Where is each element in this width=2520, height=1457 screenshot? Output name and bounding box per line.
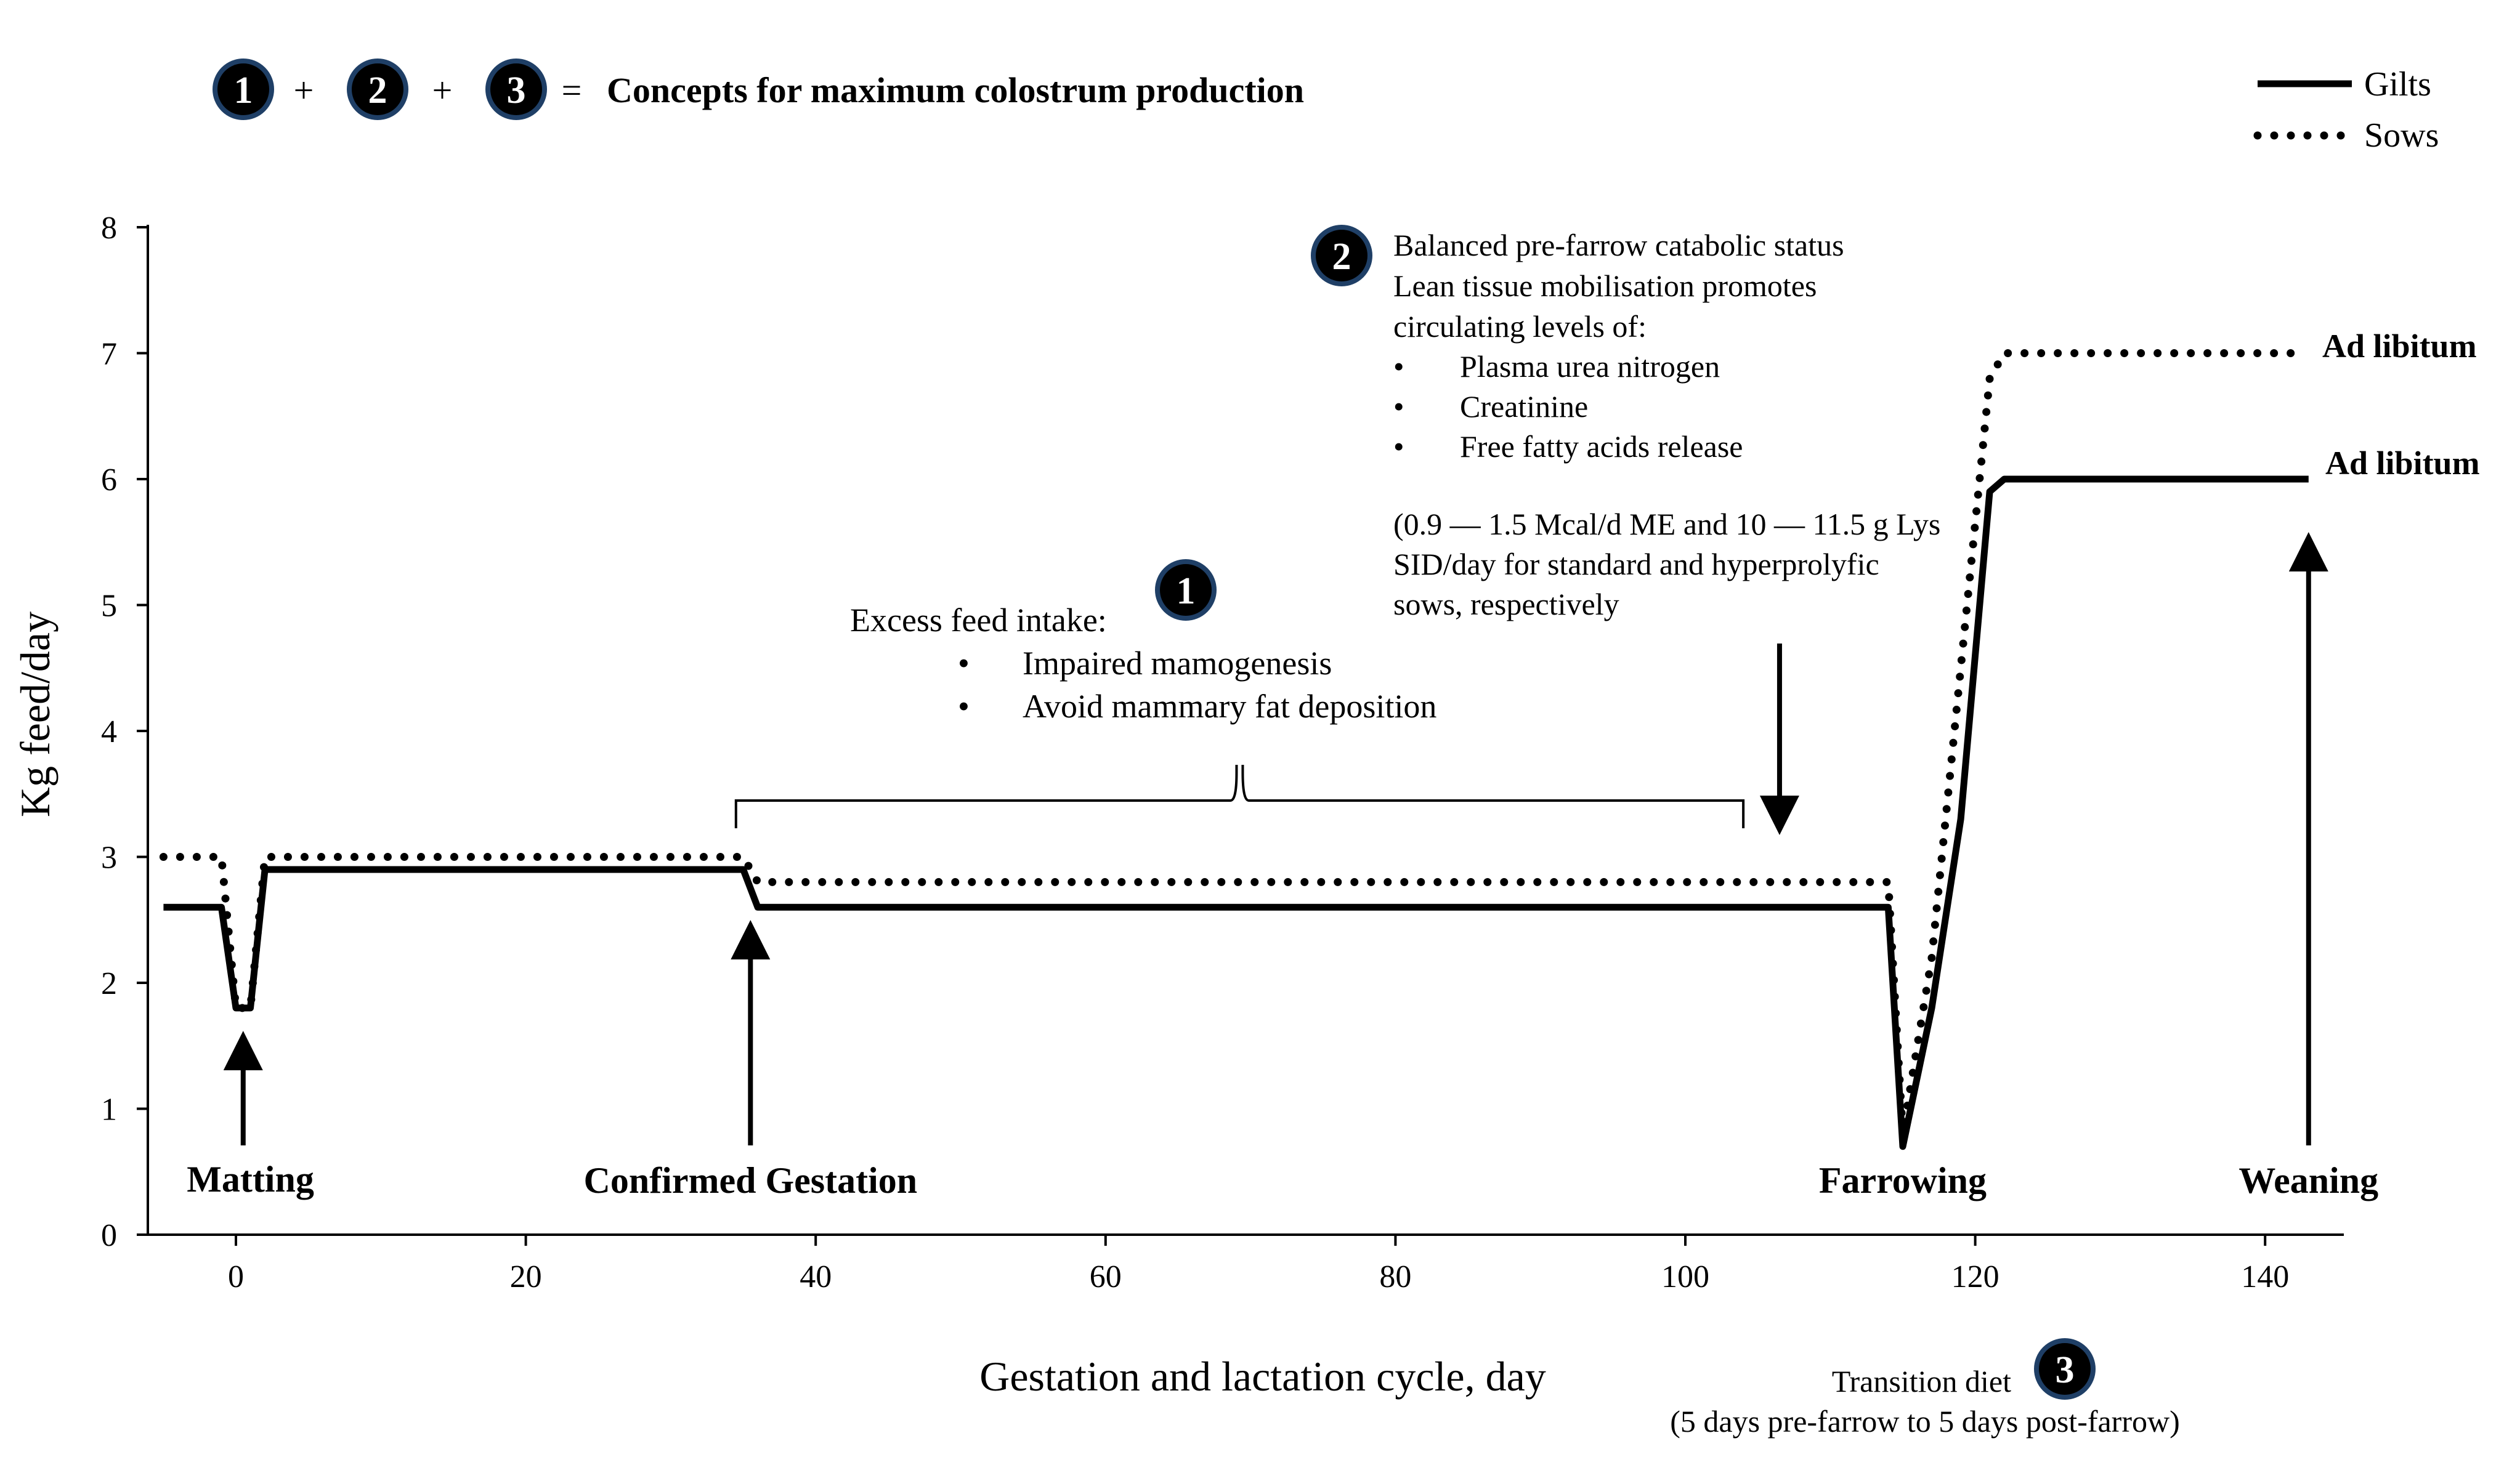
catabolic-bullet-1-dot: • — [1393, 349, 1404, 384]
annotation-badge-2-text: 2 — [1332, 236, 1351, 278]
plus-1: + — [294, 70, 314, 110]
catabolic-note-3: sows, respectively — [1393, 587, 1619, 621]
catabolic-bullet-3-dot: • — [1393, 429, 1404, 464]
x-tick-label: 80 — [1379, 1259, 1411, 1294]
legend: Gilts Sows — [2253, 65, 2439, 155]
excess-bullet-2: Avoid mammary fat deposition — [1023, 688, 1436, 725]
badge-2-circle — [347, 59, 408, 120]
x-ticks: 0 20 40 60 80 100 120 140 — [228, 1235, 2289, 1294]
header: 1 + 2 + 3 = Concepts for maximum colostr… — [213, 59, 1304, 120]
y-axis-title: Kg feed/day — [12, 611, 59, 817]
y-tick-label: 5 — [101, 589, 117, 624]
badge-1-text: 1 — [234, 70, 253, 111]
excess-bullet-1-dot: • — [958, 645, 970, 682]
y-tick-label: 4 — [101, 714, 117, 749]
x-tick-label: 100 — [1661, 1259, 1709, 1294]
transition-subtitle: (5 days pre-farrow to 5 days post-farrow… — [1670, 1404, 2180, 1439]
annotation-badge-3-circle — [2034, 1338, 2096, 1400]
y-tick-label: 8 — [101, 211, 117, 246]
y-tick-label: 7 — [101, 337, 117, 372]
x-axis-title: Gestation and lactation cycle, day — [979, 1353, 1546, 1400]
weaning-label: Weaning — [2238, 1160, 2378, 1201]
excess-intake-annotation: 1 Excess feed intake: • Impaired mamogen… — [850, 559, 1436, 725]
headline-title: Concepts for maximum colostrum productio… — [607, 70, 1304, 110]
x-tick-label: 0 — [228, 1259, 244, 1294]
excess-bullet-1: Impaired mamogenesis — [1023, 645, 1332, 682]
annotation-badge-3-text: 3 — [2056, 1349, 2075, 1391]
excess-intake-bracket — [734, 765, 1745, 828]
series-sows-line — [159, 349, 2298, 1138]
x-tick-label: 120 — [1951, 1259, 1999, 1294]
badge-2-text: 2 — [368, 70, 387, 111]
x-tick-label: 60 — [1090, 1259, 1122, 1294]
transition-annotation: Transition diet 3 (5 days pre-farrow to … — [1670, 1338, 2180, 1439]
ad-libitum-gilts-label: Ad libitum — [2325, 445, 2480, 482]
x-tick-label: 140 — [2241, 1259, 2289, 1294]
badge-3-circle — [485, 59, 547, 120]
catabolic-line-3: circulating levels of: — [1393, 309, 1647, 344]
catabolic-annotation: 2 Balanced pre-farrow catabolic status L… — [1311, 225, 1940, 621]
plus-2: + — [432, 70, 453, 110]
transition-title: Transition diet — [1832, 1364, 2011, 1398]
legend-gilts-label: Gilts — [2364, 65, 2431, 103]
x-tick-label: 40 — [800, 1259, 832, 1294]
y-tick-label: 0 — [101, 1218, 117, 1253]
confirmed-gestation-label: Confirmed Gestation — [584, 1160, 918, 1201]
y-tick-label: 2 — [101, 966, 117, 1001]
catabolic-line-1: Balanced pre-farrow catabolic status — [1393, 228, 1844, 262]
annotation-badge-1-text: 1 — [1177, 570, 1196, 612]
catabolic-bullet-1: Plasma urea nitrogen — [1460, 349, 1720, 384]
matting-label: Matting — [187, 1159, 314, 1200]
badge-1-circle — [213, 59, 274, 120]
ad-libitum-sows-label: Ad libitum — [2322, 328, 2477, 365]
catabolic-bullet-2: Creatinine — [1460, 389, 1588, 424]
x-tick-label: 20 — [510, 1259, 542, 1294]
y-ticks: 0 1 2 3 4 5 6 7 8 — [101, 211, 148, 1253]
y-tick-label: 1 — [101, 1092, 117, 1128]
axes: 0 1 2 3 4 5 6 7 8 0 20 40 60 80 100 120 140 Kg feed/day… — [12, 211, 2344, 1400]
catabolic-line-2: Lean tissue mobilisation promotes — [1393, 268, 1817, 303]
catabolic-bullet-2-dot: • — [1393, 389, 1404, 424]
badge-3-text: 3 — [507, 70, 526, 111]
y-tick-label: 6 — [101, 462, 117, 498]
farrowing-label: Farrowing — [1819, 1160, 1987, 1201]
catabolic-note-2: SID/day for standard and hyperprolyfic — [1393, 547, 1879, 581]
equals-sign: = — [562, 70, 582, 110]
legend-sows-label: Sows — [2364, 116, 2439, 155]
excess-intake-title: Excess feed intake: — [850, 602, 1107, 639]
excess-bullet-2-dot: • — [958, 688, 970, 725]
series-gilts-line — [163, 475, 2309, 1150]
annotation-badge-2-circle — [1311, 225, 1372, 286]
annotation-badge-1-circle — [1155, 559, 1217, 621]
y-tick-label: 3 — [101, 841, 117, 876]
catabolic-bullet-3: Free fatty acids release — [1460, 429, 1743, 464]
catabolic-note-1: (0.9 — 1.5 Mcal/d ME and 10 — 11.5 g Lys — [1393, 507, 1940, 541]
